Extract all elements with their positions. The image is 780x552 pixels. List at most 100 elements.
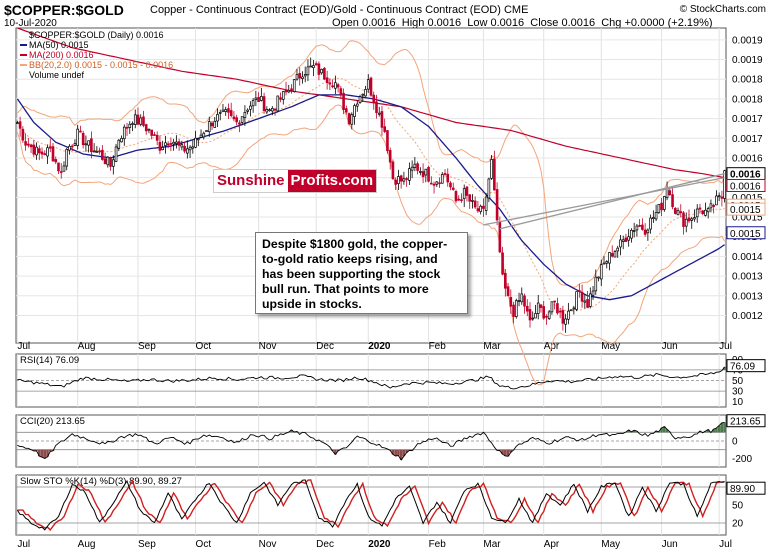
x-axis-labels: Jul Jul Aug Aug Sep Sep Oct Oct Nov Nov Dec Dec 2020… — [17, 341, 732, 550]
candle-body — [602, 262, 606, 265]
candle-body — [46, 147, 49, 157]
candle-body — [460, 199, 463, 201]
low-label: Low — [467, 17, 488, 29]
candle-body — [539, 304, 543, 308]
price-tick-label: 0.0013 — [732, 291, 763, 302]
candle-body — [303, 74, 307, 77]
candle-body — [334, 82, 337, 89]
candle-body — [188, 146, 192, 151]
candle-body — [594, 276, 598, 292]
ma200-line — [17, 27, 725, 179]
chart-date: 10-Jul-2020 — [4, 18, 57, 29]
candle-body — [424, 168, 428, 176]
candle-body — [443, 173, 447, 175]
candle-body — [704, 209, 707, 216]
x-label-top: Aug — [78, 341, 96, 352]
price-badge-text: 0.0015 — [730, 229, 761, 240]
candle-body — [512, 304, 515, 317]
candle-body — [122, 126, 126, 140]
x-label-bottom: Feb — [429, 539, 447, 550]
candle-body — [59, 171, 63, 173]
candle-body — [191, 146, 195, 149]
price-tick-label: 0.0014 — [732, 252, 763, 263]
rsi-line — [17, 366, 725, 390]
candle-body — [177, 141, 181, 146]
rsi-badge-box — [726, 359, 766, 373]
candle-body — [114, 146, 118, 162]
candle-body — [224, 109, 228, 112]
candle-body — [347, 113, 351, 125]
candle-body — [695, 208, 699, 218]
x-label-top: Feb — [429, 341, 447, 352]
price-tick-label: 0.0019 — [732, 35, 763, 46]
candle-body — [493, 158, 496, 191]
x-label-bottom: Mar — [483, 539, 501, 550]
candle-body — [106, 156, 110, 166]
candle-body — [613, 251, 617, 258]
cci-tick-label: 0 — [732, 437, 738, 448]
legend-entry: MA(50) 0.0015 — [29, 40, 89, 50]
candle-body — [139, 117, 143, 125]
candle-body — [673, 207, 677, 214]
candle-body — [70, 145, 74, 148]
candle-body — [21, 128, 25, 141]
candle-body — [468, 194, 471, 202]
candle-body — [517, 300, 521, 302]
bollinger-lower-line — [16, 104, 726, 386]
candle-body — [706, 208, 710, 213]
candle-body — [350, 114, 354, 125]
rsi-badge-text: 76.09 — [730, 362, 755, 373]
candle-body — [405, 178, 408, 180]
candle-body — [701, 210, 705, 214]
candle-body — [218, 112, 222, 114]
cci-badge-text: 213.65 — [730, 417, 761, 428]
candle-body — [435, 181, 439, 185]
candle-body — [268, 109, 271, 112]
candle-body — [377, 112, 381, 115]
candle-body — [421, 171, 425, 178]
candle-body — [687, 217, 691, 222]
candle-body — [599, 264, 603, 280]
candle-body — [205, 130, 208, 132]
candle-body — [65, 148, 69, 167]
candle-body — [525, 305, 529, 312]
candle-body — [87, 140, 90, 146]
candle-body — [446, 173, 450, 183]
candle-body — [353, 105, 356, 117]
candle-body — [504, 272, 507, 289]
candle-body — [227, 108, 230, 113]
candle-body — [588, 293, 592, 307]
candle-body — [465, 186, 469, 196]
site-credit[interactable]: © StockCharts.com — [679, 4, 766, 15]
candle-body — [186, 148, 189, 154]
candle-body — [410, 166, 414, 171]
x-label-top: Mar — [483, 341, 501, 352]
candle-body — [312, 65, 315, 68]
candle-body — [243, 112, 247, 118]
candle-body — [279, 97, 282, 100]
high-label: High — [401, 17, 425, 29]
candle-body — [164, 142, 167, 146]
candle-body — [336, 84, 340, 88]
candle-body — [166, 143, 170, 146]
candle-body — [394, 179, 397, 185]
candle-body — [320, 69, 323, 74]
candle-body — [355, 103, 359, 107]
candle-body — [547, 311, 551, 320]
candle-body — [183, 145, 186, 152]
candle-body — [542, 306, 546, 319]
candle-body — [462, 188, 466, 199]
candle-body — [144, 124, 148, 132]
candle-body — [213, 120, 217, 128]
candle-body — [621, 239, 625, 242]
candle-body — [240, 116, 244, 123]
candle-body — [260, 96, 263, 101]
candle-body — [158, 141, 162, 151]
sto-k-line — [16, 479, 725, 531]
price-badge-box — [726, 179, 766, 192]
candle-body — [564, 318, 567, 325]
candle-body — [298, 73, 302, 79]
